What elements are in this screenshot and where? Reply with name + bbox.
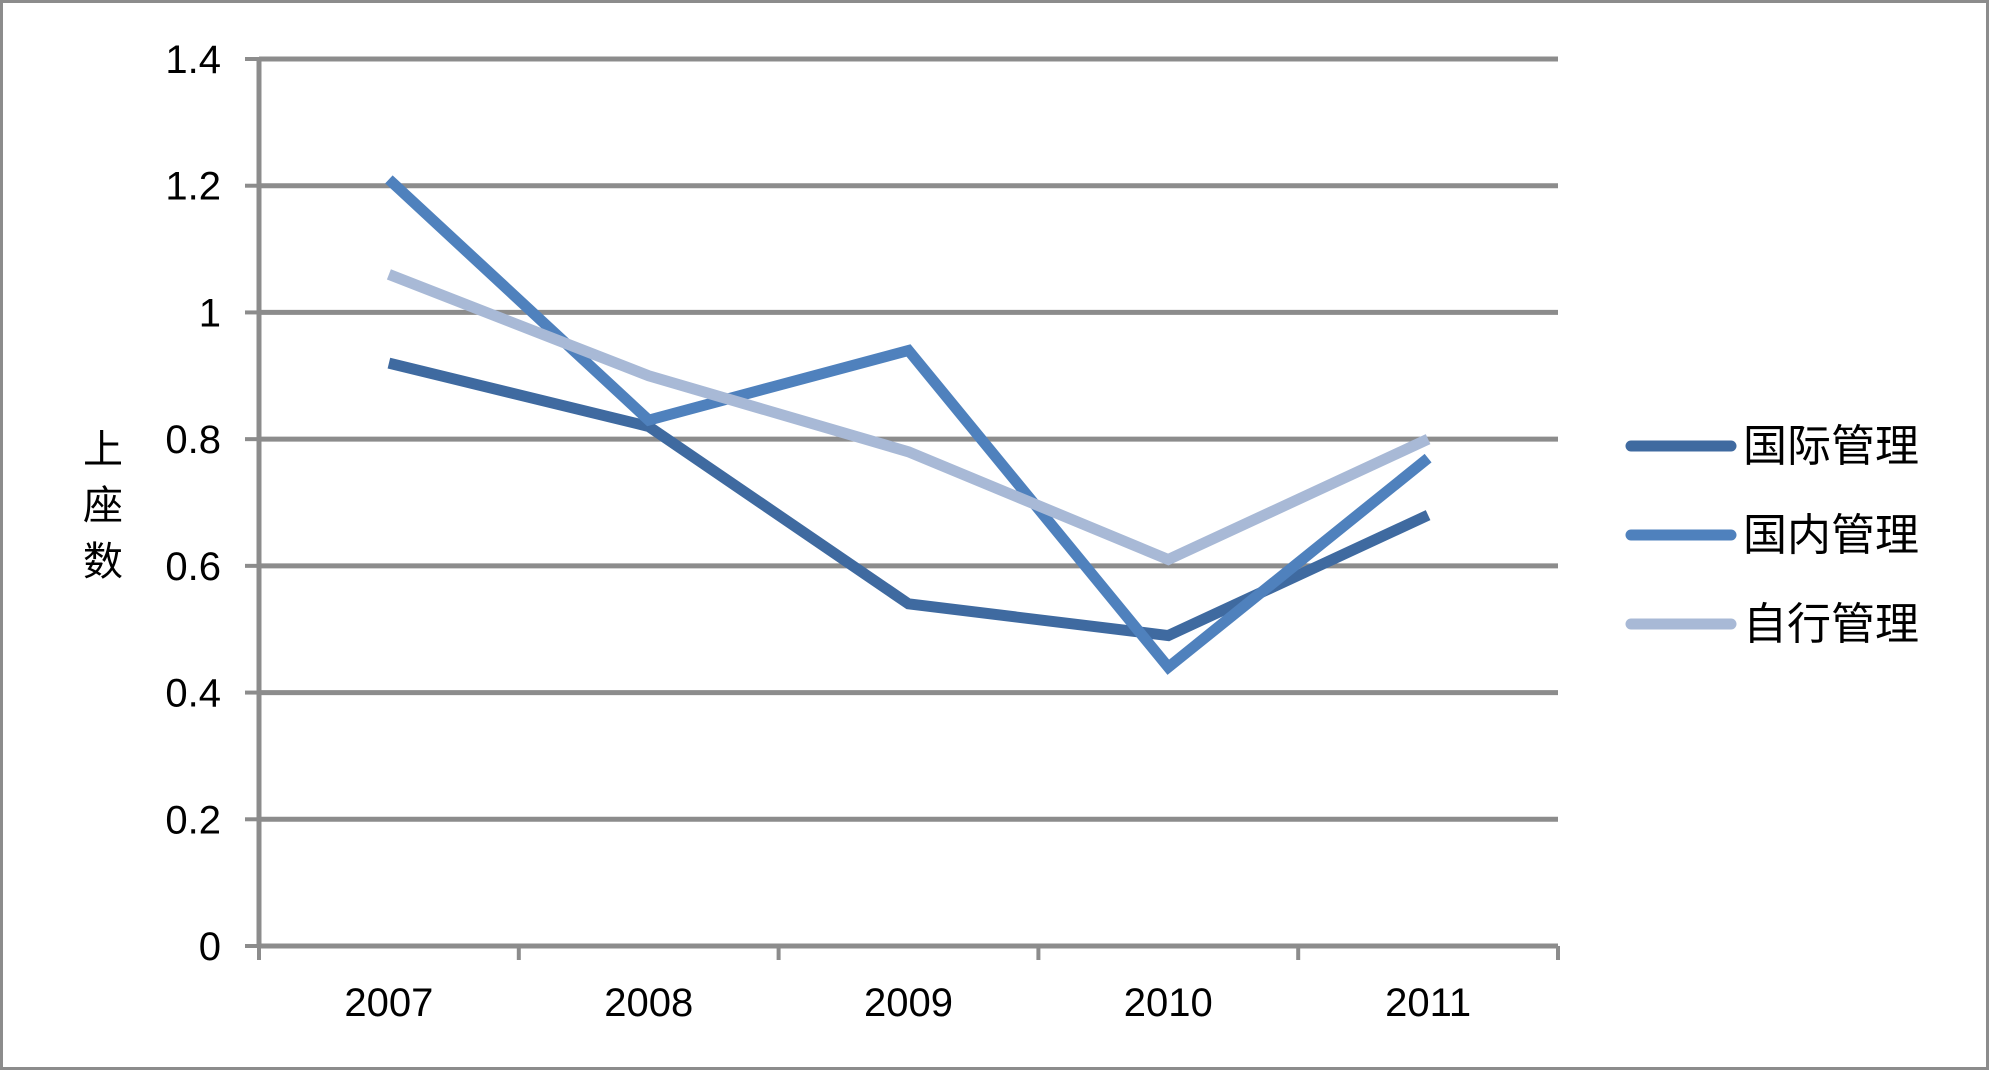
legend-label: 国际管理 — [1743, 421, 1919, 472]
x-tick-label: 2011 — [1385, 981, 1471, 1025]
x-tick-label: 2010 — [1124, 981, 1213, 1025]
series-lines — [385, 175, 1432, 675]
y-axis-title-char: 数 — [83, 539, 123, 585]
y-axis-title-char: 座 — [83, 483, 123, 529]
x-tick-label: 2008 — [604, 981, 693, 1025]
y-tick-label: 1.4 — [165, 38, 221, 82]
y-tick-label: 0.2 — [165, 798, 221, 842]
series-line — [386, 269, 1431, 566]
legend-label: 自行管理 — [1743, 599, 1919, 650]
y-axis-title: 上座数 — [83, 427, 123, 585]
axes: 0 0.2 0.4 0.6 0.8 1 1.2 1.4 2007 2008 2009 2010 2011 — [165, 38, 1560, 1025]
y-tick-label: 0.6 — [165, 545, 221, 589]
y-tick-label: 0 — [199, 925, 221, 969]
y-tick-label: 1.2 — [165, 165, 221, 209]
gridlines — [259, 56, 1558, 822]
series-line — [387, 357, 1431, 642]
x-tick-label: 2009 — [864, 981, 953, 1025]
series-line — [385, 175, 1432, 675]
y-tick-label: 1 — [199, 291, 221, 335]
y-axis-title-char: 上 — [83, 427, 123, 473]
x-tick-label: 2007 — [344, 981, 433, 1025]
y-tick-label: 0.8 — [165, 418, 221, 462]
line-chart: 0 0.2 0.4 0.6 0.8 1 1.2 1.4 2007 2008 2009 2010 2011… — [83, 38, 1919, 1025]
y-tick-label: 0.4 — [165, 672, 221, 716]
legend-label: 国内管理 — [1743, 510, 1919, 561]
